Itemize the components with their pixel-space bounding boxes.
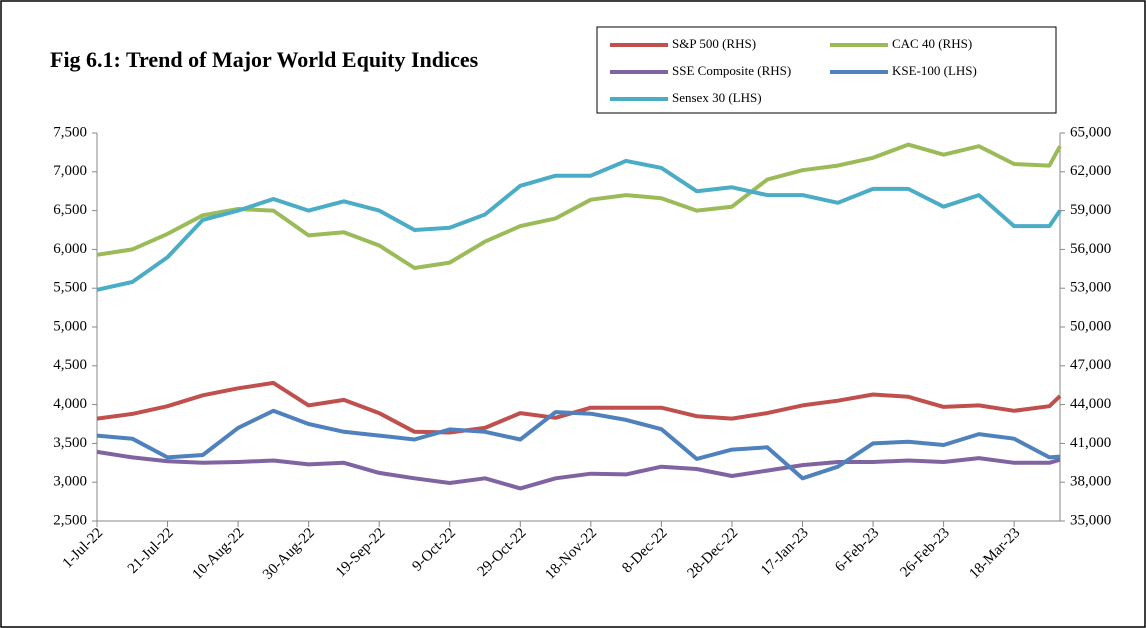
y-tick-label: 2,500 — [53, 512, 87, 528]
y2-tick-label: 53,000 — [1070, 280, 1111, 296]
y2-tick-label: 56,000 — [1070, 241, 1111, 257]
y-tick-label: 7,000 — [53, 163, 87, 179]
y-tick-label: 4,000 — [53, 396, 87, 412]
legend-label: SSE Composite (RHS) — [672, 63, 791, 78]
y-tick-label: 6,500 — [53, 202, 87, 218]
y-tick-label: 6,000 — [53, 241, 87, 257]
chart-title: Fig 6.1: Trend of Major World Equity Ind… — [50, 47, 479, 72]
y-tick-label: 5,000 — [53, 318, 87, 334]
y-tick-label: 3,500 — [53, 435, 87, 451]
y2-tick-label: 44,000 — [1070, 396, 1111, 412]
y2-tick-label: 50,000 — [1070, 318, 1111, 334]
y2-tick-label: 38,000 — [1070, 474, 1111, 490]
series-line — [96, 142, 1062, 270]
series-line — [96, 449, 1061, 491]
y-tick-label: 3,000 — [53, 474, 87, 490]
y2-tick-label: 41,000 — [1070, 435, 1111, 451]
legend-label: CAC 40 (RHS) — [892, 36, 972, 51]
y2-tick-label: 35,000 — [1070, 512, 1111, 528]
legend-label: Sensex 30 (LHS) — [672, 90, 762, 105]
series-line — [96, 380, 1062, 435]
y2-tick-label: 59,000 — [1070, 202, 1111, 218]
legend-box — [596, 26, 1057, 114]
y2-tick-label: 47,000 — [1070, 357, 1111, 373]
legend-label: KSE-100 (LHS) — [892, 63, 977, 78]
series-line — [96, 158, 1062, 292]
y2-tick-label: 62,000 — [1070, 163, 1111, 179]
y2-tick-label: 65,000 — [1070, 124, 1111, 140]
y-tick-label: 4,500 — [53, 357, 87, 373]
y-tick-label: 7,500 — [53, 124, 87, 140]
y-tick-label: 5,500 — [53, 280, 87, 296]
legend-label: S&P 500 (RHS) — [672, 36, 756, 51]
series-line — [96, 408, 1061, 481]
